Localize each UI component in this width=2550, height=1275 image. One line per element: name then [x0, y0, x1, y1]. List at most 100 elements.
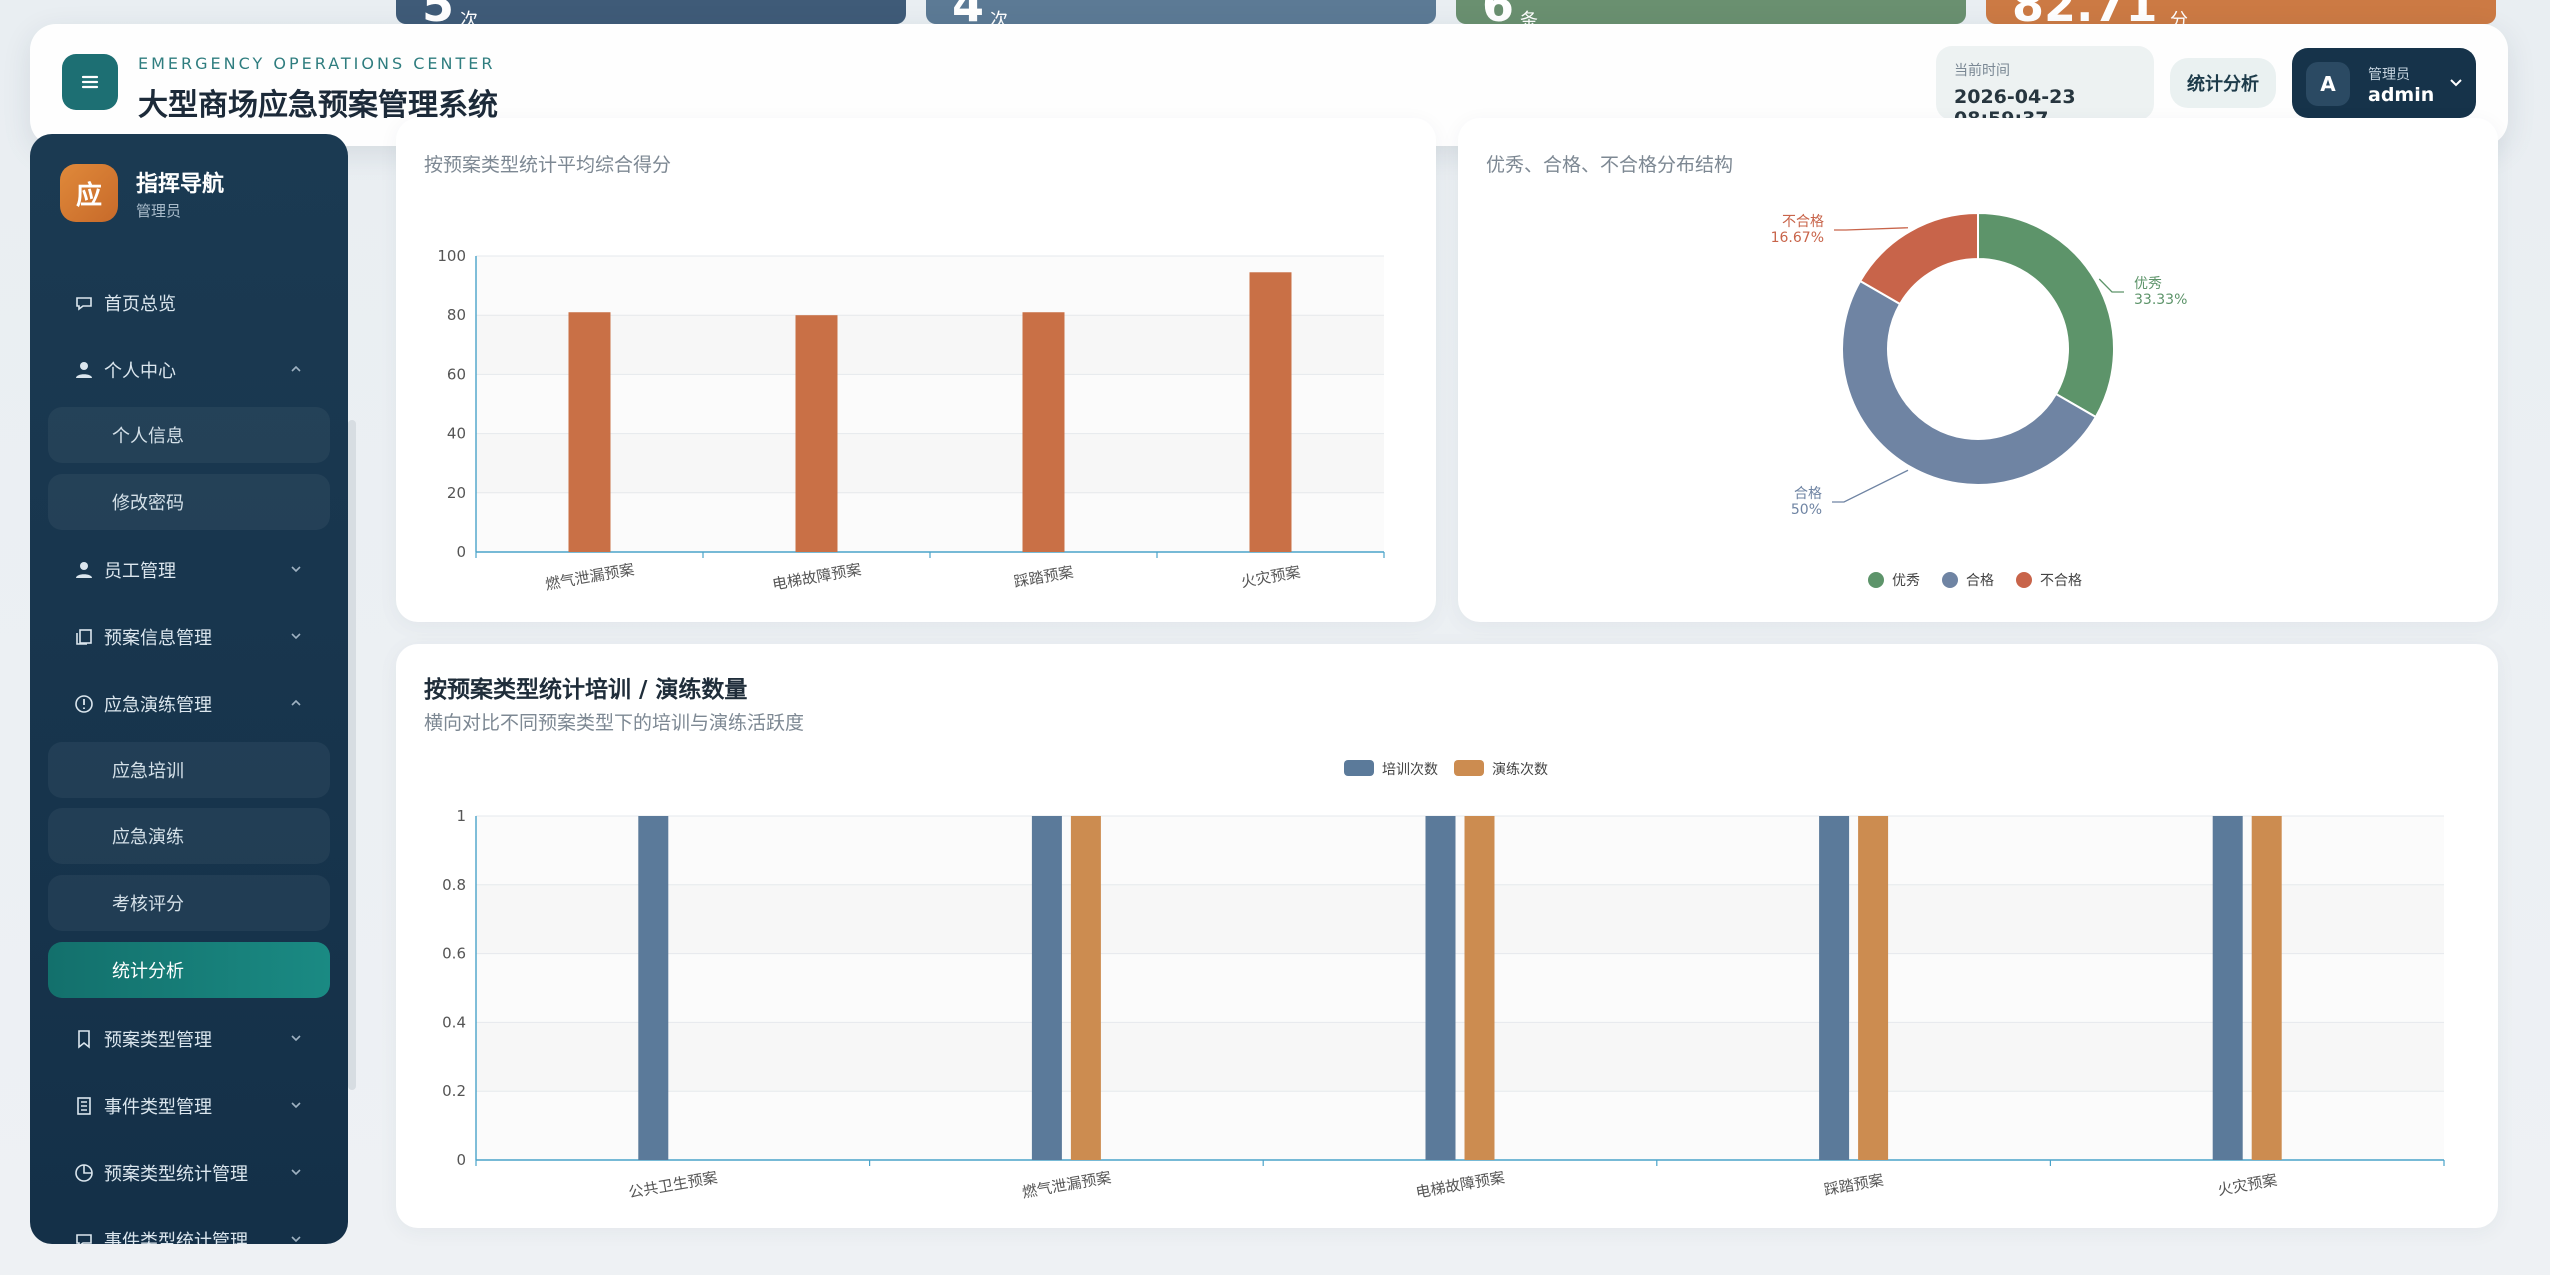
- stat-value: 5: [422, 0, 454, 24]
- stat-unit: 条: [1520, 10, 1538, 24]
- user-icon: [76, 362, 92, 378]
- x-tick-label: 电梯故障预案: [771, 560, 863, 593]
- menu-toggle-button[interactable]: [62, 54, 118, 110]
- sidebar-item-label: 预案类型管理: [104, 1030, 212, 1051]
- y-tick-label: 0.8: [442, 876, 466, 894]
- y-tick-label: 0.6: [442, 945, 466, 963]
- sidebar-subitem[interactable]: 应急培训: [48, 742, 330, 798]
- pie-icon: [75, 1164, 93, 1182]
- sidebar-item[interactable]: 应急演练管理: [48, 675, 330, 733]
- pie-value-label: 50%: [1791, 502, 1822, 518]
- pie-slice: [1858, 211, 1979, 306]
- brand-subtitle: 管理员: [136, 202, 182, 220]
- score-chart-card: 按预案类型统计平均综合得分 0 20 40 60 80 100 燃气泄漏预案 电梯故障预案 踩踏…: [396, 118, 1436, 622]
- card-subtitle: 优秀、合格、不合格分布结构: [1486, 154, 1734, 176]
- pie-label: 优秀: [2134, 276, 2162, 292]
- y-tick-label: 20: [447, 484, 466, 502]
- grid-band: [476, 492, 1384, 552]
- sidebar-subitem-label: 考核评分: [112, 894, 184, 915]
- training-bar-chart: 0 0.2 0.4 0.6 0.8 1 公共卫生预案 燃气泄漏预案 电梯故障预案 踩踏预案 火灾预案…: [442, 760, 2445, 1202]
- chevron-down-icon: [291, 1035, 301, 1042]
- legend-label: 优秀: [1892, 573, 1920, 589]
- x-tick-label: 火灾预案: [2216, 1171, 2278, 1199]
- sidebar-subitem[interactable]: 统计分析: [48, 942, 330, 998]
- stat-unit: 分: [2170, 10, 2188, 24]
- bar: [1858, 816, 1889, 1160]
- sidebar-item[interactable]: 员工管理: [48, 541, 330, 599]
- sidebar-subitem[interactable]: 个人信息: [48, 407, 330, 463]
- bar: [1031, 816, 1062, 1160]
- user-menu[interactable]: A 管理员 admin: [2292, 48, 2476, 118]
- legend-swatch: [1454, 760, 1484, 776]
- sidebar-scrollbar[interactable]: [348, 420, 356, 1090]
- sidebar-subitem[interactable]: 应急演练: [48, 808, 330, 864]
- x-tick-label: 燃气泄漏预案: [1021, 1168, 1113, 1201]
- user-icon: [76, 562, 92, 578]
- bar: [568, 312, 611, 552]
- sidebar-subitem-label: 统计分析: [112, 961, 184, 982]
- brand-icon: 应: [60, 164, 118, 222]
- user-name: admin: [2368, 84, 2435, 106]
- grid-band: [476, 884, 2444, 954]
- stats-analysis-button[interactable]: 统计分析: [2170, 58, 2276, 108]
- home-icon: [76, 297, 92, 311]
- bar: [1819, 816, 1850, 1160]
- menu-icon: [81, 75, 99, 89]
- sidebar-item[interactable]: 预案类型统计管理: [48, 1144, 330, 1202]
- stat-card: 82.71 分: [1986, 0, 2496, 24]
- x-tick-label: 踩踏预案: [1013, 563, 1075, 591]
- score-bar-chart: 0 20 40 60 80 100 燃气泄漏预案 电梯故障预案 踩踏预案 火灾预案: [437, 247, 1385, 594]
- sidebar-item-label: 事件类型管理: [104, 1097, 212, 1118]
- sidebar-item-label: 预案信息管理: [104, 628, 212, 649]
- document-icon: [77, 1097, 91, 1115]
- stat-value: 82.71: [2012, 0, 2158, 24]
- pie-label: 合格: [1794, 486, 1822, 502]
- sidebar-subitem[interactable]: 考核评分: [48, 875, 330, 931]
- pie-leader-line: [2098, 278, 2124, 293]
- grid-band: [476, 1022, 2444, 1092]
- legend-label: 培训次数: [1382, 762, 1438, 778]
- brand-title: 指挥导航: [136, 172, 225, 197]
- sidebar-item[interactable]: 个人中心: [48, 341, 330, 399]
- x-tick-label: 踩踏预案: [1823, 1171, 1885, 1199]
- sidebar-subitem-label: 应急培训: [112, 761, 184, 782]
- sidebar-item[interactable]: 首页总览: [48, 274, 330, 332]
- avatar: A: [2306, 62, 2350, 106]
- pie-leader-line: [1832, 469, 1909, 503]
- x-tick-label: 公共卫生预案: [627, 1168, 719, 1201]
- sidebar-subitem-label: 个人信息: [112, 426, 184, 447]
- bar: [1464, 816, 1495, 1160]
- bar: [1249, 272, 1292, 552]
- chevron-up-icon: [291, 365, 301, 372]
- sidebar-item[interactable]: 事件类型管理: [48, 1077, 330, 1135]
- sidebar-subitem[interactable]: 修改密码: [48, 474, 330, 530]
- grid-band: [476, 1091, 2444, 1160]
- x-tick-label: 电梯故障预案: [1414, 1168, 1506, 1201]
- bar: [1425, 816, 1456, 1160]
- sidebar-item[interactable]: 预案信息管理: [48, 608, 330, 666]
- x-tick-label: 燃气泄漏预案: [544, 560, 636, 593]
- legend-label: 合格: [1966, 573, 1994, 589]
- y-tick-label: 0.4: [442, 1013, 466, 1031]
- chevron-down-icon: [291, 1169, 301, 1176]
- legend-label: 不合格: [2040, 573, 2082, 589]
- chevron-up-icon: [291, 699, 301, 706]
- sidebar: 应 指挥导航 管理员 首页总览个人中心个人信息修改密码员工管理预案信息管理应急演…: [30, 134, 348, 1244]
- sidebar-item[interactable]: 事件类型统计管理: [48, 1211, 330, 1244]
- stat-card: 4次: [926, 0, 1436, 24]
- card-subtitle: 横向对比不同预案类型下的培训与演练活跃度: [424, 712, 805, 734]
- current-time-box: 当前时间 2026-04-23 08:59:37: [1936, 46, 2154, 130]
- chevron-down-icon: [291, 1102, 301, 1109]
- stat-card: 5次: [396, 0, 906, 24]
- x-tick-label: 火灾预案: [1240, 563, 1302, 591]
- bookmark-icon: [78, 1030, 90, 1049]
- sidebar-item[interactable]: 预案类型管理: [48, 1010, 330, 1068]
- app-title: 大型商场应急预案管理系统: [138, 88, 498, 123]
- copy-icon: [76, 629, 92, 645]
- sidebar-item-label: 个人中心: [104, 361, 176, 382]
- distribution-chart-card: 优秀、合格、不合格分布结构 优秀 33.33% 合格 50% 不合格 16.67% 优秀 合格…: [1458, 118, 2498, 622]
- time-label: 当前时间: [1954, 63, 2010, 79]
- pie-label: 不合格: [1782, 214, 1824, 230]
